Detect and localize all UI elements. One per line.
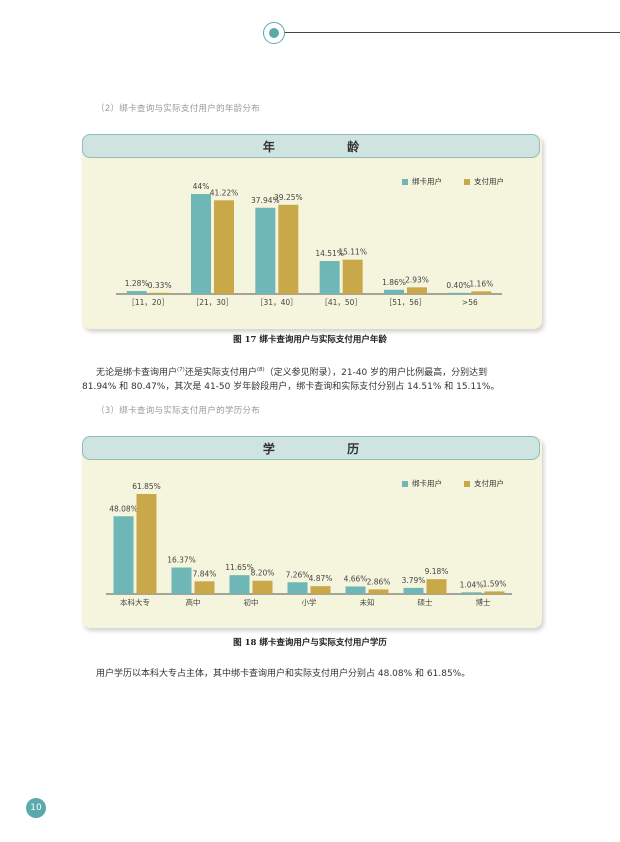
data-label-pay-1: 7.84% (193, 569, 217, 578)
bar-pay-0 (149, 292, 170, 294)
data-label-bind-2: 37.94% (251, 196, 280, 205)
data-label-pay-1: 41.22% (210, 188, 239, 197)
bar-bind-0 (126, 291, 147, 294)
data-label-bind-3: 7.26% (286, 570, 310, 579)
para-text-b: 还是实际支付用户 (184, 368, 257, 378)
header-ornament-dot-icon (269, 28, 279, 38)
data-label-bind-1: 44% (193, 182, 210, 191)
data-label-pay-4: 2.93% (405, 275, 429, 284)
data-label-bind-0: 1.28% (125, 279, 149, 288)
data-label-pay-2: 39.25% (274, 193, 303, 202)
bar-bind-1 (171, 567, 192, 594)
age-chart-title: 年 龄 (82, 134, 540, 158)
category-label-1: ［21，30］ (192, 298, 234, 307)
data-label-pay-3: 15.11% (338, 248, 367, 257)
bar-pay-5 (471, 291, 492, 294)
footnote-ref-8[interactable]: (8) (256, 367, 265, 373)
data-label-pay-2: 8.20% (251, 569, 275, 578)
bar-bind-3 (287, 582, 308, 594)
data-label-pay-6: 1.59% (483, 579, 507, 588)
bar-bind-5 (448, 292, 469, 294)
bar-bind-4 (345, 586, 366, 594)
bar-pay-5 (426, 579, 447, 594)
bar-pay-3 (342, 259, 363, 294)
para-text-c: （定义参见附录），21-40 岁的用户比例最高，分别达到 (264, 368, 488, 378)
category-label-3: ［41，50］ (320, 298, 362, 307)
bar-pay-3 (310, 586, 331, 594)
data-label-bind-5: 3.79% (402, 576, 426, 585)
age-legend-pay: 支付用户 (464, 176, 504, 187)
bar-pay-2 (278, 204, 299, 294)
header-rule (280, 32, 620, 33)
edu-legend-pay: 支付用户 (464, 478, 504, 489)
bar-pay-6 (484, 591, 505, 594)
data-label-pay-0: 0.33% (148, 281, 172, 290)
education-chart-title: 学 历 (82, 436, 540, 460)
bar-bind-6 (461, 592, 482, 594)
category-label-4: 未知 (360, 597, 375, 607)
bar-bind-0 (113, 516, 134, 594)
bar-bind-4 (384, 289, 404, 294)
category-label-6: 博士 (476, 597, 491, 607)
data-label-bind-4: 1.86% (382, 278, 406, 287)
data-label-bind-5: 0.40% (446, 281, 470, 290)
bar-bind-5 (403, 587, 424, 594)
legend-swatch-teal (402, 481, 408, 487)
bar-pay-1 (214, 200, 234, 294)
age-legend-item-bind: 绑卡用户 (412, 177, 442, 186)
age-legend-bind: 绑卡用户 (402, 176, 442, 187)
bar-pay-0 (136, 494, 157, 594)
category-label-5: 硕士 (418, 597, 433, 607)
data-label-pay-5: 1.16% (469, 279, 493, 288)
category-label-1: 高中 (186, 597, 201, 607)
paragraph-education: 用户学历以本科大专占主体，其中绑卡查询用户和实际支付用户分别占 48.08% 和… (96, 669, 471, 679)
bar-bind-2 (255, 207, 276, 294)
category-label-0: ［11，20］ (127, 298, 169, 307)
data-label-bind-3: 14.51% (315, 249, 344, 258)
bar-pay-2 (252, 580, 273, 594)
education-chart-panel: 学 历 绑卡用户 支付用户 48.08% 61.85% 本科大专 16.37% 7.84… (82, 436, 542, 628)
age-chart-panel: 年 龄 绑卡用户 支付用户 1.28% 0.33% ［11，20］ 44% 41.22%… (82, 134, 542, 329)
figure-17-caption: 图 17 绑卡查询用户与实际支付用户年龄 (233, 335, 387, 345)
category-label-2: ［31，40］ (256, 298, 298, 307)
legend-swatch-teal (402, 179, 408, 185)
section-heading-education: （3）绑卡查询与实际支付用户的学历分布 (96, 406, 261, 416)
edu-legend-item-bind: 绑卡用户 (412, 479, 442, 488)
category-label-4: ［51，56］ (385, 298, 427, 307)
edu-legend-item-pay: 支付用户 (474, 479, 504, 488)
para-text-a: 无论是绑卡查询用户 (96, 368, 178, 378)
bar-pay-4 (407, 287, 427, 294)
paragraph-age-line2: 81.94% 和 80.47%，其次是 41-50 岁年龄段用户，绑卡查询和实际… (82, 382, 500, 392)
category-label-5: >56 (462, 298, 478, 307)
data-label-bind-6: 1.04% (460, 580, 484, 589)
age-bar-chart: 1.28% 0.33% ［11，20］ 44%41.22% ［21，30］ 37.94%3… (116, 182, 502, 307)
page-number: 10 (26, 798, 46, 818)
edu-legend-bind: 绑卡用户 (402, 478, 442, 489)
category-label-2: 初中 (244, 597, 259, 607)
bar-bind-1 (191, 194, 211, 294)
age-legend-item-pay: 支付用户 (474, 177, 504, 186)
category-label-0: 本科大专 (120, 597, 150, 607)
education-bar-chart: 48.08% 61.85% 本科大专 16.37% 7.84% 高中 11.65%8.20%… (106, 482, 512, 607)
data-label-bind-4: 4.66% (344, 574, 368, 583)
category-label-3: 小学 (302, 597, 317, 607)
data-label-pay-0: 61.85% (132, 482, 161, 491)
figure-18-caption: 图 18 绑卡查询用户与实际支付用户学历 (233, 638, 387, 648)
bar-pay-4 (368, 589, 389, 594)
bar-pay-1 (194, 581, 215, 594)
section-heading-age: （2）绑卡查询与实际支付用户的年龄分布 (96, 104, 261, 114)
bar-bind-2 (229, 575, 250, 594)
bar-bind-3 (319, 261, 340, 294)
data-label-bind-1: 16.37% (167, 556, 196, 565)
data-label-bind-2: 11.65% (225, 563, 254, 572)
footnote-ref-7[interactable]: (7) (177, 367, 185, 373)
legend-swatch-gold (464, 481, 470, 487)
data-label-bind-0: 48.08% (109, 504, 138, 513)
data-label-pay-5: 9.18% (425, 567, 449, 576)
data-label-pay-4: 2.86% (367, 577, 391, 586)
paragraph-age-line1: 无论是绑卡查询用户(7)还是实际支付用户(8)（定义参见附录），21-40 岁的… (96, 362, 487, 382)
data-label-pay-3: 4.87% (309, 574, 333, 583)
legend-swatch-gold (464, 179, 470, 185)
